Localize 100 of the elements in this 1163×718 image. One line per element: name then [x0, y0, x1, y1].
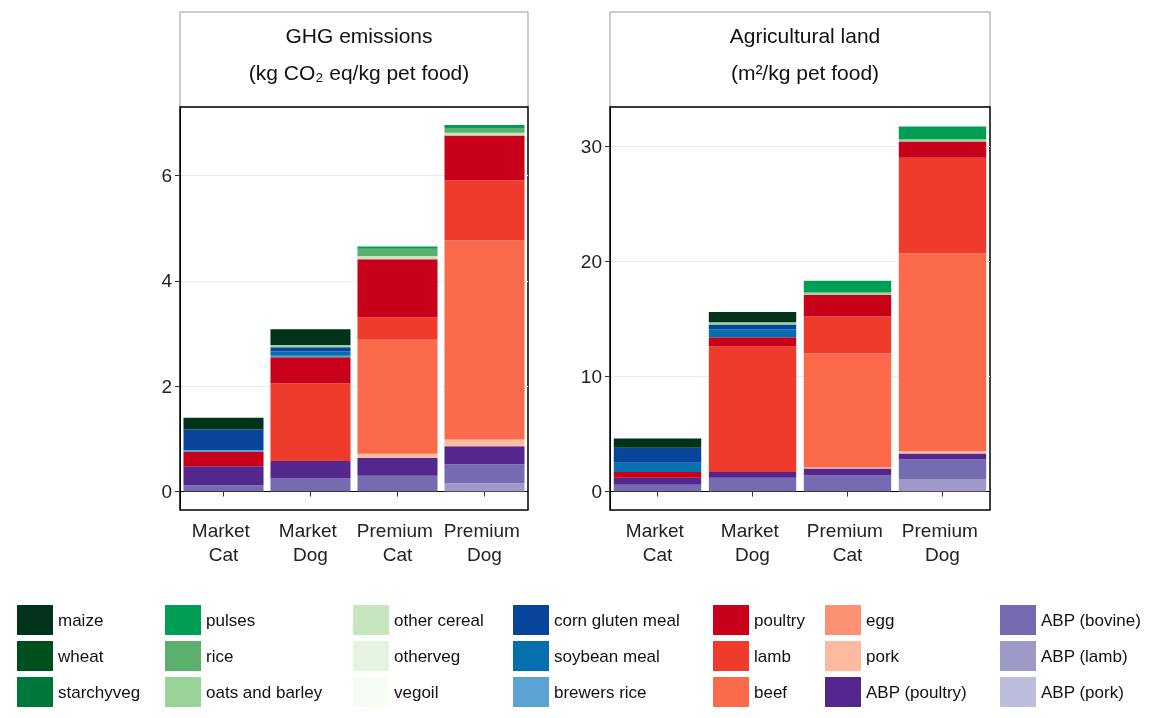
x-tick-label: Market Cat [191, 519, 256, 565]
bar [444, 439, 525, 447]
bar [898, 157, 987, 254]
bar [183, 417, 264, 430]
bar [803, 294, 892, 317]
bar [803, 316, 892, 354]
bar [898, 126, 987, 140]
bar [708, 322, 797, 325]
legend-label: rice [206, 646, 234, 666]
bar [613, 462, 702, 472]
y-tick-label: 6 [161, 164, 172, 186]
bar [708, 337, 797, 347]
bar [357, 246, 438, 249]
bar [898, 459, 987, 479]
bar [898, 478, 987, 492]
bar [898, 141, 987, 158]
chart-title: GHG emissions [285, 24, 433, 47]
bar [444, 135, 525, 181]
legend-label: oats and barley [206, 682, 323, 702]
bar [183, 452, 264, 467]
legend-label: ABP (poultry) [866, 682, 967, 702]
legend-label: maize [58, 610, 104, 630]
y-tick-label: 10 [580, 365, 602, 387]
bar [898, 451, 987, 454]
bar [444, 464, 525, 484]
bar [357, 256, 438, 260]
y-tick-label: 4 [161, 270, 173, 292]
legend-label: wheat [57, 646, 104, 666]
bar [444, 124, 525, 129]
bar [357, 457, 438, 476]
bar [708, 477, 797, 492]
x-tick-label: Market Dog [278, 519, 343, 565]
bar [357, 259, 438, 318]
bar [803, 280, 892, 293]
bar [444, 180, 525, 241]
bar [444, 446, 525, 465]
legend-label: vegoil [394, 682, 439, 702]
bar [708, 311, 797, 323]
bar [183, 466, 264, 486]
bar [270, 345, 351, 348]
legend-label: poultry [754, 610, 806, 630]
legend-label: starchyveg [58, 682, 141, 702]
bar [708, 346, 797, 472]
y-tick-label: 20 [580, 250, 602, 272]
bar [270, 461, 351, 479]
legend-label: beef [754, 682, 788, 702]
bar [444, 240, 525, 440]
bar [444, 483, 525, 492]
bar [357, 248, 438, 257]
legend-label: ABP (lamb) [1041, 646, 1128, 666]
bar [357, 453, 438, 458]
bar [803, 475, 892, 492]
x-tick-label: Market Cat [625, 519, 690, 565]
bar [803, 353, 892, 468]
chart-title: Agricultural land [729, 24, 881, 47]
chart-subtitle: (m²/kg pet food) [730, 61, 880, 84]
bar [613, 438, 702, 448]
bar [270, 329, 351, 346]
bar [183, 485, 264, 492]
bar [357, 339, 438, 454]
bar [613, 484, 702, 492]
bar [444, 128, 525, 133]
x-tick-label: Premium Dog [901, 519, 984, 565]
legend-label: corn gluten meal [554, 610, 680, 630]
x-tick-label: Premium Dog [443, 519, 526, 565]
bar [270, 478, 351, 492]
legend-label: ABP (bovine) [1041, 610, 1141, 630]
bar [270, 383, 351, 462]
bar [708, 329, 797, 338]
legend-label: soybean meal [554, 646, 660, 666]
legend-label: other cereal [394, 610, 484, 630]
bar [708, 472, 797, 478]
legend-label: egg [866, 610, 895, 630]
bar [613, 477, 702, 485]
y-tick-label: 0 [161, 481, 172, 503]
bar [613, 472, 702, 478]
y-tick-label: 0 [591, 481, 602, 503]
legend-label: pork [866, 646, 900, 666]
y-tick-label: 30 [580, 135, 602, 157]
legend-label: lamb [754, 646, 791, 666]
bar [613, 447, 702, 463]
legend-label: brewers rice [554, 682, 647, 702]
legend-label: pulses [206, 610, 256, 630]
bar [183, 429, 264, 450]
bar [270, 357, 351, 384]
legend-label: ABP (pork) [1041, 682, 1124, 702]
x-tick-label: Market Dog [720, 519, 785, 565]
bar [357, 475, 438, 492]
bar [183, 449, 264, 453]
bar [898, 253, 987, 452]
bar [803, 292, 892, 295]
chart-subtitle: (kg CO₂ eq/kg pet food) [248, 61, 470, 84]
bar [270, 351, 351, 356]
bar [270, 347, 351, 352]
y-tick-label: 2 [161, 375, 172, 397]
x-tick-label: Premium Cat [806, 519, 889, 565]
bar [898, 139, 987, 142]
bar [357, 317, 438, 340]
legend-label: otherveg [394, 646, 461, 666]
x-tick-label: Premium Cat [356, 519, 439, 565]
